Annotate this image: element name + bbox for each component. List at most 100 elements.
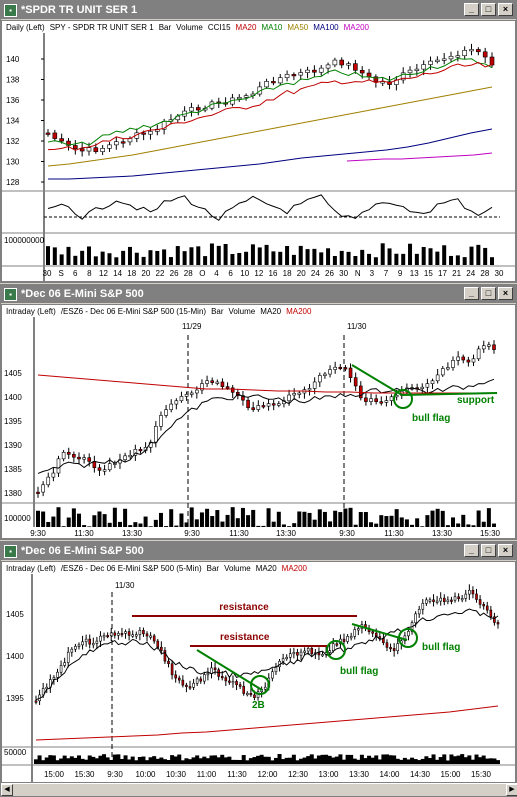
candle-body bbox=[435, 59, 440, 62]
volume-bar bbox=[363, 758, 368, 764]
date-label: 24 bbox=[311, 269, 320, 278]
volume-bar bbox=[158, 512, 163, 537]
candle-body bbox=[203, 674, 206, 682]
candle-body bbox=[485, 605, 489, 611]
window-spy-daily: ▪ *SPDR TR UNIT SER 1 _ □ × Daily (Left)… bbox=[0, 0, 517, 283]
volume-bar bbox=[220, 754, 225, 764]
date-label: 10 bbox=[240, 269, 249, 278]
maximize-button[interactable]: □ bbox=[481, 544, 496, 557]
date-label: 26 bbox=[325, 269, 334, 278]
horizontal-scrollbar[interactable]: ◀ ▶ bbox=[1, 783, 517, 796]
close-button[interactable]: × bbox=[498, 3, 513, 16]
volume-bar bbox=[395, 758, 400, 764]
time-label: 15:00 bbox=[44, 770, 65, 779]
volume-bar bbox=[73, 255, 78, 265]
candle-body bbox=[117, 633, 120, 636]
volume-bar bbox=[332, 255, 337, 265]
candle-body bbox=[81, 641, 84, 646]
volume-bar bbox=[97, 511, 102, 537]
volume-bar bbox=[410, 757, 415, 764]
volume-bar bbox=[469, 246, 474, 265]
candle-body bbox=[174, 674, 177, 679]
volume-bar bbox=[148, 757, 153, 764]
header-item: MA20 bbox=[260, 307, 282, 316]
time-label: 15:30 bbox=[471, 770, 492, 779]
chart-area[interactable]: Daily (Left) SPY - SPDR TR UNIT SER 1 Bar V… bbox=[1, 20, 516, 282]
candle-body bbox=[246, 692, 249, 696]
candle-body bbox=[253, 694, 256, 698]
candle-body bbox=[492, 344, 496, 350]
volume-bar bbox=[463, 757, 468, 764]
title-bar[interactable]: ▪ *SPDR TR UNIT SER 1 _ □ × bbox=[1, 1, 516, 19]
candle-body bbox=[266, 403, 271, 407]
volume-bar bbox=[199, 512, 204, 537]
ma20-line bbox=[47, 61, 493, 151]
candle-body bbox=[292, 652, 296, 655]
title-bar[interactable]: ▪ *Dec 06 E-Mini S&P 500 _ □ × bbox=[1, 285, 516, 303]
volume-bar bbox=[59, 758, 64, 764]
candle-body bbox=[51, 472, 56, 478]
ma20-line bbox=[35, 608, 499, 701]
title-bar[interactable]: ▪ *Dec 06 E-Mini S&P 500 _ □ × bbox=[1, 542, 516, 560]
header-item: MA100 bbox=[313, 23, 339, 32]
volume-bar bbox=[246, 515, 251, 537]
volume-bar bbox=[295, 760, 300, 764]
volume-bar bbox=[55, 760, 60, 764]
candle-body bbox=[489, 56, 495, 66]
date-label: S bbox=[58, 269, 63, 278]
volume-bar bbox=[281, 759, 286, 764]
volume-bar bbox=[377, 759, 382, 764]
close-button[interactable]: × bbox=[498, 287, 513, 300]
volume-bar bbox=[342, 759, 346, 764]
candle-body bbox=[88, 638, 92, 645]
candle-body bbox=[200, 383, 204, 391]
candle-body bbox=[164, 409, 168, 416]
volume-bar bbox=[440, 510, 445, 537]
maximize-button[interactable]: □ bbox=[481, 287, 496, 300]
date-label: 24 bbox=[466, 269, 475, 278]
candle-body bbox=[34, 700, 38, 703]
ma10-line bbox=[47, 58, 493, 146]
volume-bar bbox=[87, 755, 92, 764]
maximize-button[interactable]: □ bbox=[481, 3, 496, 16]
volume-bar bbox=[52, 247, 57, 265]
volume-bar bbox=[312, 248, 317, 265]
minimize-button[interactable]: _ bbox=[464, 544, 479, 557]
volume-bar bbox=[155, 758, 160, 764]
candle-body bbox=[441, 58, 447, 61]
candle-body bbox=[86, 147, 92, 152]
candle-body bbox=[303, 650, 306, 653]
candle-body bbox=[333, 366, 337, 370]
window-title: *Dec 06 E-Mini S&P 500 bbox=[21, 288, 144, 300]
volume-bar bbox=[69, 756, 74, 764]
volume-bar bbox=[36, 510, 40, 537]
candle-body bbox=[238, 684, 242, 687]
chart-area[interactable]: Intraday (Left) /ESZ6 - Dec 06 E-Mini S&P… bbox=[1, 304, 516, 539]
volume-bar bbox=[331, 757, 336, 764]
candle-body bbox=[371, 631, 374, 634]
volume-bar bbox=[427, 758, 432, 764]
candle-body bbox=[378, 636, 382, 639]
close-button[interactable]: × bbox=[498, 544, 513, 557]
date-label: 7 bbox=[384, 269, 389, 278]
time-label: 15:00 bbox=[440, 770, 461, 779]
price-tick-label: 130 bbox=[6, 158, 20, 167]
candle-body bbox=[66, 651, 70, 663]
scroll-right-arrow-icon[interactable]: ▶ bbox=[506, 784, 517, 796]
candle-body bbox=[63, 662, 66, 666]
time-label: 10:30 bbox=[166, 770, 187, 779]
volume-bar bbox=[91, 756, 96, 764]
candle-body bbox=[149, 635, 152, 638]
minimize-button[interactable]: _ bbox=[464, 287, 479, 300]
ma20-line bbox=[37, 378, 495, 474]
chart-area[interactable]: Intraday (Left) /ESZ6 - Dec 06 E-Mini S&P… bbox=[1, 561, 516, 783]
candle-body bbox=[385, 642, 389, 648]
volume-bar bbox=[356, 759, 361, 764]
minimize-button[interactable]: _ bbox=[464, 3, 479, 16]
candle-body bbox=[476, 348, 481, 360]
price-tick-label: 128 bbox=[6, 178, 20, 187]
volume-bar bbox=[374, 755, 379, 764]
candle-body bbox=[312, 69, 317, 73]
scroll-left-arrow-icon[interactable]: ◀ bbox=[1, 784, 13, 796]
candle-body bbox=[353, 63, 358, 71]
